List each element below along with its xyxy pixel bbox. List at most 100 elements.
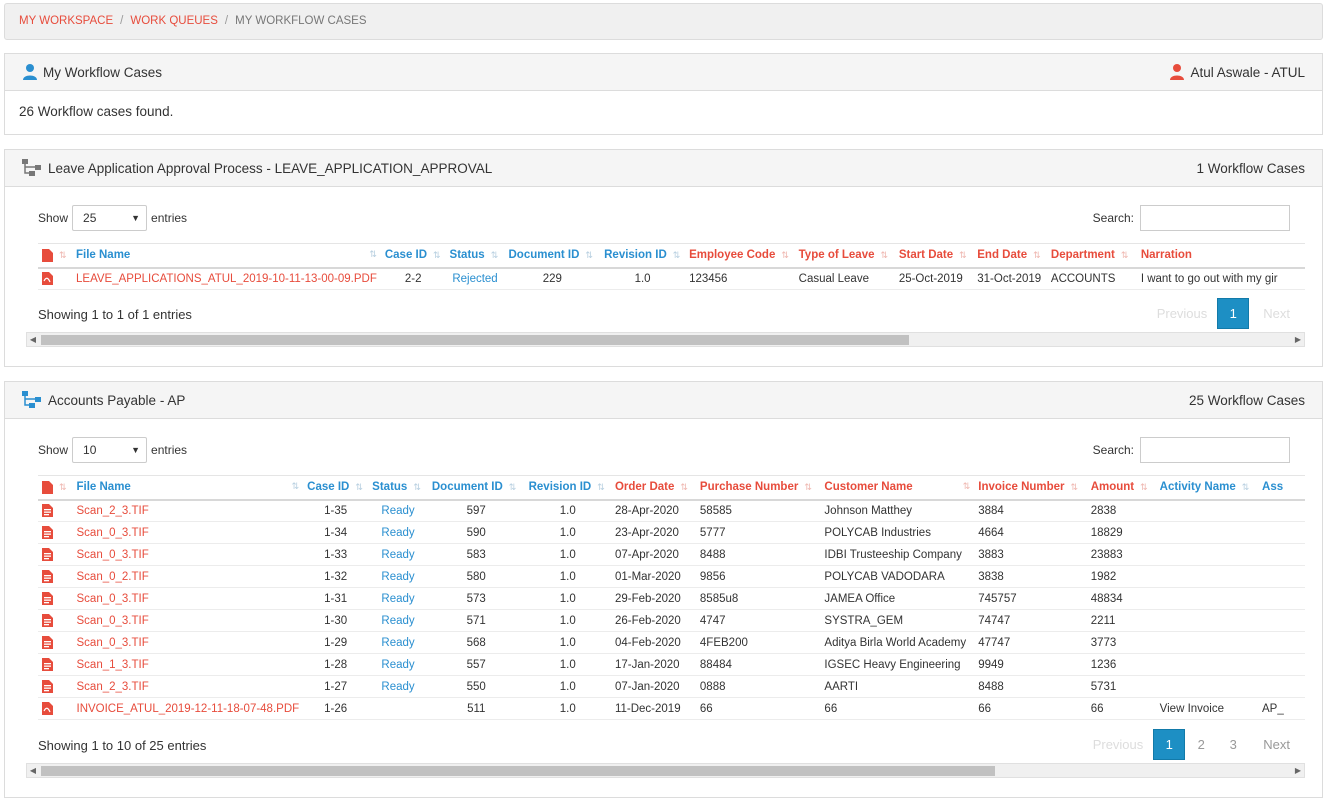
column-department[interactable]: Department ⇅ xyxy=(1046,243,1137,269)
pagination-page[interactable]: 3 xyxy=(1229,737,1237,752)
column-case-id[interactable]: Case ID ⇅ xyxy=(303,475,369,501)
ap-workflow-panel: Accounts Payable - AP 25 Workflow Cases … xyxy=(4,381,1323,798)
table-row[interactable]: Scan_0_3.TIF 1-29 Ready 568 1.0 04-Feb-2020 4F… xyxy=(38,631,1305,654)
file-name-link[interactable]: Scan_2_3.TIF xyxy=(72,499,304,522)
file-type-column[interactable]: ⇅ xyxy=(38,475,73,501)
customer-name-cell: AARTI xyxy=(820,675,975,698)
file-name-link[interactable]: Scan_2_3.TIF xyxy=(72,675,304,698)
pagination-previous[interactable]: Previous xyxy=(1092,737,1144,752)
column-end-date[interactable]: End Date ⇅ xyxy=(973,243,1047,269)
table-row[interactable]: Scan_0_2.TIF 1-32 Ready 580 1.0 01-Mar-2020 98… xyxy=(38,565,1305,588)
activity-name-cell xyxy=(1155,631,1259,654)
pdf-file-icon xyxy=(38,697,73,720)
column-narration[interactable]: Narration xyxy=(1136,243,1305,269)
assignee-cell xyxy=(1258,565,1305,588)
revision-id-cell: 1.0 xyxy=(524,499,611,522)
activity-name-cell: View Invoice xyxy=(1155,697,1259,720)
column-document-id[interactable]: Document ID ⇅ xyxy=(427,475,525,501)
column-amount[interactable]: Amount ⇅ xyxy=(1086,475,1156,501)
column-type-of-leave[interactable]: Type of Leave ⇅ xyxy=(794,243,895,269)
column-employee-code[interactable]: Employee Code ⇅ xyxy=(685,243,795,269)
table-row[interactable]: Scan_0_3.TIF 1-31 Ready 573 1.0 29-Feb-2020 85… xyxy=(38,587,1305,610)
ap-table-controls: Show 10 ▼ entries Search: xyxy=(5,419,1322,463)
ap-search-input[interactable] xyxy=(1140,437,1290,463)
narration-cell: I want to go out with my gir xyxy=(1136,267,1305,290)
leave-panel-header: Leave Application Approval Process - LEA… xyxy=(5,150,1322,187)
assignee-cell xyxy=(1258,543,1305,566)
scrollbar-thumb[interactable] xyxy=(41,335,909,345)
file-name-link[interactable]: INVOICE_ATUL_2019-12-11-18-07-48.PDF xyxy=(72,697,304,720)
ap-horizontal-scrollbar[interactable]: ◀ ▶ xyxy=(26,763,1305,778)
file-type-column[interactable]: ⇅ xyxy=(38,243,72,269)
file-name-link[interactable]: Scan_0_2.TIF xyxy=(72,565,304,588)
column-revision-id[interactable]: Revision ID ⇅ xyxy=(524,475,611,501)
customer-name-cell: POLYCAB VADODARA xyxy=(820,565,975,588)
pagination-page[interactable]: 2 xyxy=(1197,737,1205,752)
invoice-number-cell: 3884 xyxy=(974,499,1087,522)
assignee-cell xyxy=(1258,631,1305,654)
column-document-id[interactable]: Document ID ⇅ xyxy=(504,243,601,269)
scroll-right-icon[interactable]: ▶ xyxy=(1294,335,1302,344)
breadcrumb-work-queues[interactable]: WORK QUEUES xyxy=(130,15,218,27)
column-activity-name[interactable]: Activity Name ⇅ xyxy=(1155,475,1259,501)
status-cell: Ready xyxy=(368,543,428,566)
department-cell: ACCOUNTS xyxy=(1046,267,1137,290)
ap-page-length-select[interactable]: 10 ▼ xyxy=(72,437,148,463)
pagination-next[interactable]: Next xyxy=(1263,737,1290,752)
scrollbar-thumb[interactable] xyxy=(41,766,995,776)
file-name-link[interactable]: Scan_0_3.TIF xyxy=(72,631,304,654)
case-id-cell: 1-26 xyxy=(303,697,369,720)
leave-search-input[interactable] xyxy=(1140,205,1290,231)
pagination-previous[interactable]: Previous xyxy=(1156,306,1208,321)
column-order-date[interactable]: Order Date ⇅ xyxy=(610,475,696,501)
column-assignee[interactable]: Ass xyxy=(1258,475,1305,501)
file-name-link[interactable]: LEAVE_APPLICATIONS_ATUL_2019-10-11-13-00… xyxy=(72,267,381,290)
customer-name-cell: 66 xyxy=(820,697,975,720)
file-name-link[interactable]: Scan_1_3.TIF xyxy=(72,653,304,676)
column-status[interactable]: Status ⇅ xyxy=(368,475,428,501)
column-invoice-number[interactable]: Invoice Number ⇅ xyxy=(974,475,1087,501)
customer-name-cell: SYSTRA_GEM xyxy=(820,609,975,632)
table-row[interactable]: Scan_0_3.TIF 1-33 Ready 583 1.0 07-Apr-2020 84… xyxy=(38,543,1305,566)
table-row[interactable]: Scan_1_3.TIF 1-28 Ready 557 1.0 17-Jan-2020 88… xyxy=(38,653,1305,676)
table-row[interactable]: INVOICE_ATUL_2019-12-11-18-07-48.PDF 1-26… xyxy=(38,697,1305,720)
purchase-number-cell: 9856 xyxy=(695,565,821,588)
breadcrumb-current: MY WORKFLOW CASES xyxy=(235,15,367,27)
column-customer-name[interactable]: Customer Name ⇅ xyxy=(820,475,975,501)
revision-id-cell: 1.0 xyxy=(524,675,611,698)
file-name-link[interactable]: Scan_0_3.TIF xyxy=(72,543,304,566)
file-name-link[interactable]: Scan_0_3.TIF xyxy=(72,521,304,544)
leave-horizontal-scrollbar[interactable]: ◀ ▶ xyxy=(26,332,1305,347)
column-purchase-number[interactable]: Purchase Number ⇅ xyxy=(695,475,821,501)
image-file-icon xyxy=(38,565,73,588)
document-id-cell: 229 xyxy=(504,267,601,290)
assignee-cell xyxy=(1258,499,1305,522)
show-label: Show xyxy=(38,211,69,225)
pagination-page[interactable]: 1 xyxy=(1153,729,1186,760)
pagination-page[interactable]: 1 xyxy=(1217,298,1250,329)
scroll-left-icon[interactable]: ◀ xyxy=(29,766,37,775)
activity-name-cell xyxy=(1155,675,1259,698)
table-row[interactable]: LEAVE_APPLICATIONS_ATUL_2019-10-11-13-00… xyxy=(38,267,1305,290)
column-revision-id[interactable]: Revision ID ⇅ xyxy=(600,243,686,269)
column-file-name[interactable]: File Name ⇅ xyxy=(72,475,304,501)
scroll-right-icon[interactable]: ▶ xyxy=(1294,766,1302,775)
leave-page-length-select[interactable]: 25 ▼ xyxy=(72,205,148,231)
table-row[interactable]: Scan_0_3.TIF 1-30 Ready 571 1.0 26-Feb-2020 47… xyxy=(38,609,1305,632)
order-date-cell: 17-Jan-2020 xyxy=(610,653,696,676)
table-row[interactable]: Scan_2_3.TIF 1-35 Ready 597 1.0 28-Apr-2020 58… xyxy=(38,499,1305,522)
pagination-next[interactable]: Next xyxy=(1263,306,1290,321)
column-file-name[interactable]: File Name ⇅ xyxy=(72,243,381,269)
file-name-link[interactable]: Scan_0_3.TIF xyxy=(72,587,304,610)
customer-name-cell: Aditya Birla World Academy xyxy=(820,631,975,654)
scroll-left-icon[interactable]: ◀ xyxy=(29,335,37,344)
table-row[interactable]: Scan_2_3.TIF 1-27 Ready 550 1.0 07-Jan-2020 08… xyxy=(38,675,1305,698)
column-case-id[interactable]: Case ID ⇅ xyxy=(380,243,446,269)
table-row[interactable]: Scan_0_3.TIF 1-34 Ready 590 1.0 23-Apr-2020 57… xyxy=(38,521,1305,544)
leave-table-controls: Show 25 ▼ entries Search: xyxy=(5,187,1322,231)
column-status[interactable]: Status ⇅ xyxy=(445,243,505,269)
file-name-link[interactable]: Scan_0_3.TIF xyxy=(72,609,304,632)
breadcrumb-my-workspace[interactable]: MY WORKSPACE xyxy=(19,15,114,27)
column-start-date[interactable]: Start Date ⇅ xyxy=(894,243,974,269)
invoice-number-cell: 3838 xyxy=(974,565,1087,588)
